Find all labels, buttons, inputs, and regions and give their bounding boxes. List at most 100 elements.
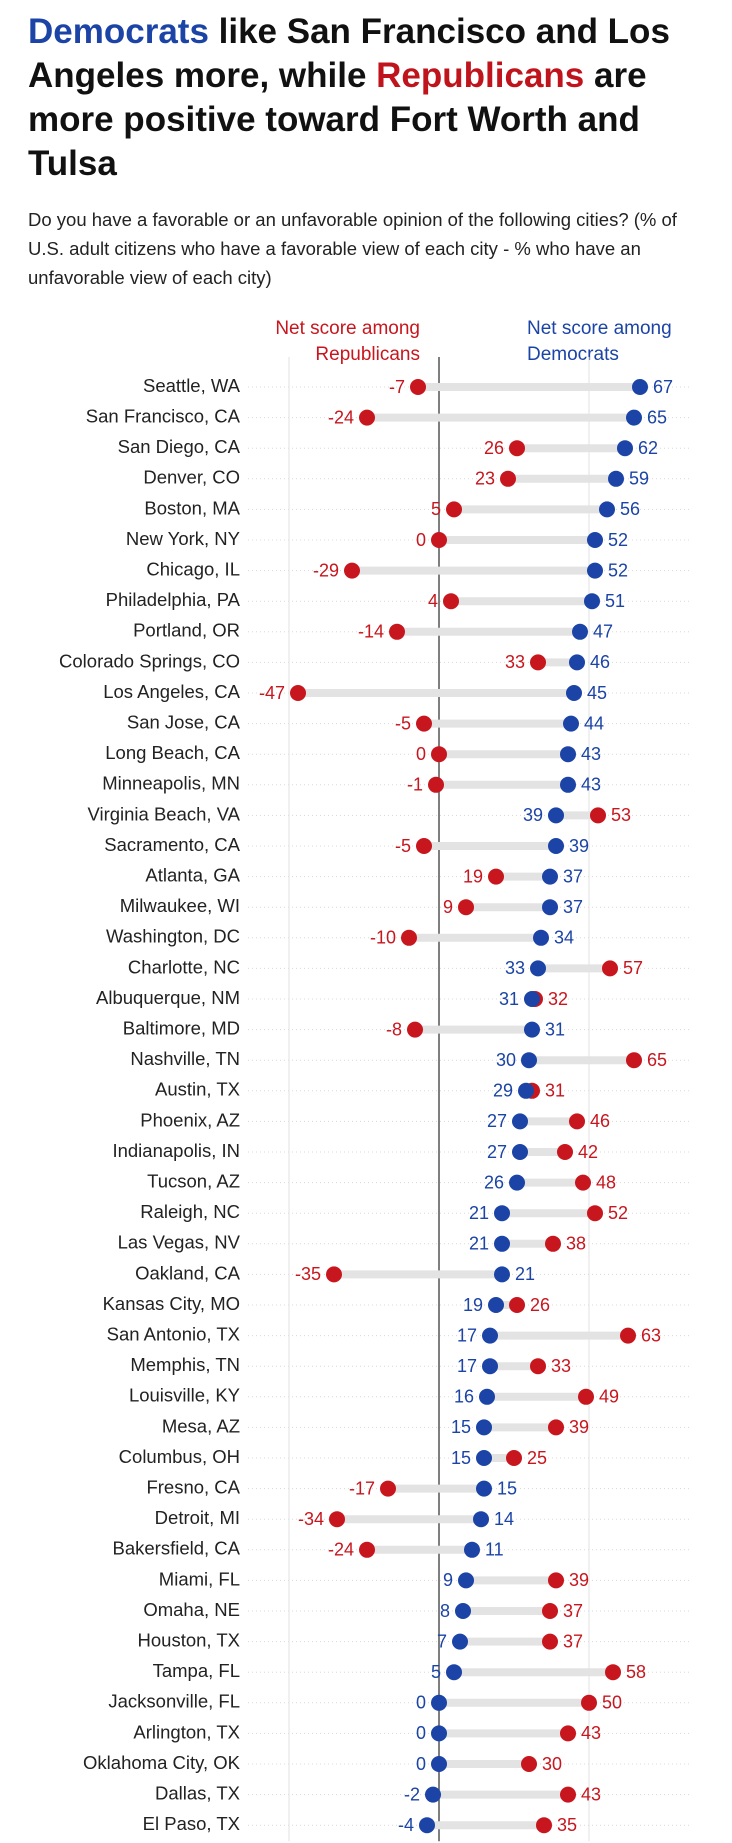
dot — [617, 440, 633, 457]
value-label: 21 — [469, 1234, 489, 1254]
category-label: Philadelphia, PA — [106, 589, 241, 610]
dot — [542, 1633, 558, 1650]
category-label: Baltimore, MD — [123, 1017, 240, 1038]
category-label: Washington, DC — [106, 926, 240, 947]
value-label: -24 — [328, 407, 354, 427]
dot — [575, 1174, 591, 1191]
value-label: 21 — [469, 1203, 489, 1223]
category-label: Houston, TX — [138, 1629, 241, 1650]
dot — [380, 1480, 396, 1497]
value-label: 16 — [454, 1387, 474, 1407]
value-label: 43 — [581, 744, 601, 764]
value-label: 52 — [608, 530, 628, 550]
dot — [569, 654, 585, 671]
category-label: Chicago, IL — [146, 558, 240, 579]
dot — [488, 868, 504, 885]
value-label: 52 — [608, 1203, 628, 1223]
subtitle: Do you have a favorable or an unfavorabl… — [28, 209, 677, 288]
value-label: 27 — [487, 1142, 507, 1162]
category-label: Oakland, CA — [135, 1262, 241, 1283]
dot — [518, 1082, 534, 1099]
category-label: Atlanta, GA — [145, 864, 240, 885]
category-label: Los Angeles, CA — [103, 681, 240, 702]
value-label: 43 — [581, 1784, 601, 1804]
value-label: 0 — [416, 744, 426, 764]
value-label: -8 — [386, 1019, 402, 1039]
dot — [344, 562, 360, 579]
category-label: El Paso, TX — [143, 1813, 240, 1834]
value-label: 33 — [505, 958, 525, 978]
value-label: 5 — [431, 1662, 441, 1682]
value-label: 35 — [557, 1815, 577, 1835]
category-label: Memphis, TN — [130, 1354, 240, 1375]
dot — [512, 1113, 528, 1130]
dot — [509, 1174, 525, 1191]
value-label: 33 — [551, 1356, 571, 1376]
value-label: 67 — [653, 377, 673, 397]
value-label: 37 — [563, 866, 583, 886]
dot — [524, 991, 540, 1007]
value-label: 15 — [451, 1448, 471, 1468]
value-label: 57 — [623, 958, 643, 978]
title-run: like San Francisco and Los Angeles more,… — [28, 12, 670, 95]
value-label: 63 — [641, 1325, 661, 1345]
value-label: 19 — [463, 866, 483, 886]
value-label: 43 — [581, 1723, 601, 1743]
value-label: 21 — [515, 1264, 535, 1284]
value-label: 11 — [485, 1540, 504, 1560]
dot — [587, 1205, 603, 1222]
dot — [431, 746, 447, 763]
dot — [521, 1756, 537, 1772]
dot — [458, 899, 474, 916]
value-label: 39 — [569, 1570, 589, 1590]
dot — [566, 685, 582, 701]
value-label: 39 — [569, 1417, 589, 1437]
dot — [509, 440, 525, 457]
dot — [452, 1633, 468, 1650]
dot — [632, 379, 648, 395]
value-label: 52 — [608, 560, 628, 580]
dot — [482, 1358, 498, 1375]
value-label: -10 — [370, 928, 396, 948]
dot — [530, 960, 546, 977]
dot — [473, 1511, 489, 1528]
category-label: Oklahoma City, OK — [83, 1752, 241, 1773]
value-label: 34 — [554, 928, 574, 948]
dot — [569, 1113, 585, 1130]
category-label: Indianapolis, IN — [112, 1140, 240, 1161]
category-label: Fresno, CA — [146, 1476, 240, 1497]
dot — [608, 470, 624, 487]
value-label: 32 — [548, 989, 568, 1009]
value-label: -17 — [349, 1478, 375, 1498]
category-label: Nashville, TN — [130, 1048, 240, 1069]
dot — [494, 1235, 510, 1252]
value-label: 43 — [581, 775, 601, 795]
title-run: Republicans — [376, 56, 585, 95]
legend-label: Net score among Republicans — [275, 318, 420, 365]
dot — [521, 1052, 537, 1069]
dot — [581, 1694, 597, 1711]
category-label: Louisville, KY — [129, 1385, 240, 1406]
dot — [446, 1664, 462, 1681]
dot — [476, 1450, 492, 1466]
dot — [533, 929, 549, 946]
value-label: 45 — [587, 683, 607, 703]
value-label: 26 — [484, 438, 504, 458]
dot — [455, 1603, 471, 1619]
value-label: 7 — [437, 1631, 447, 1651]
dot — [407, 1021, 423, 1038]
value-label: 15 — [497, 1478, 517, 1498]
category-label: Columbus, OH — [119, 1446, 240, 1467]
dot — [476, 1480, 492, 1497]
category-label: Jacksonville, FL — [108, 1691, 240, 1712]
value-label: 65 — [647, 407, 667, 427]
category-label: Portland, OR — [133, 620, 240, 641]
dot — [419, 1817, 435, 1834]
dot — [326, 1266, 342, 1283]
legend-label: Net score among Democrats — [527, 318, 672, 365]
dot — [587, 562, 603, 579]
dot — [602, 960, 618, 977]
value-label: -1 — [407, 775, 423, 795]
dot — [506, 1450, 522, 1466]
dot — [557, 1144, 573, 1160]
